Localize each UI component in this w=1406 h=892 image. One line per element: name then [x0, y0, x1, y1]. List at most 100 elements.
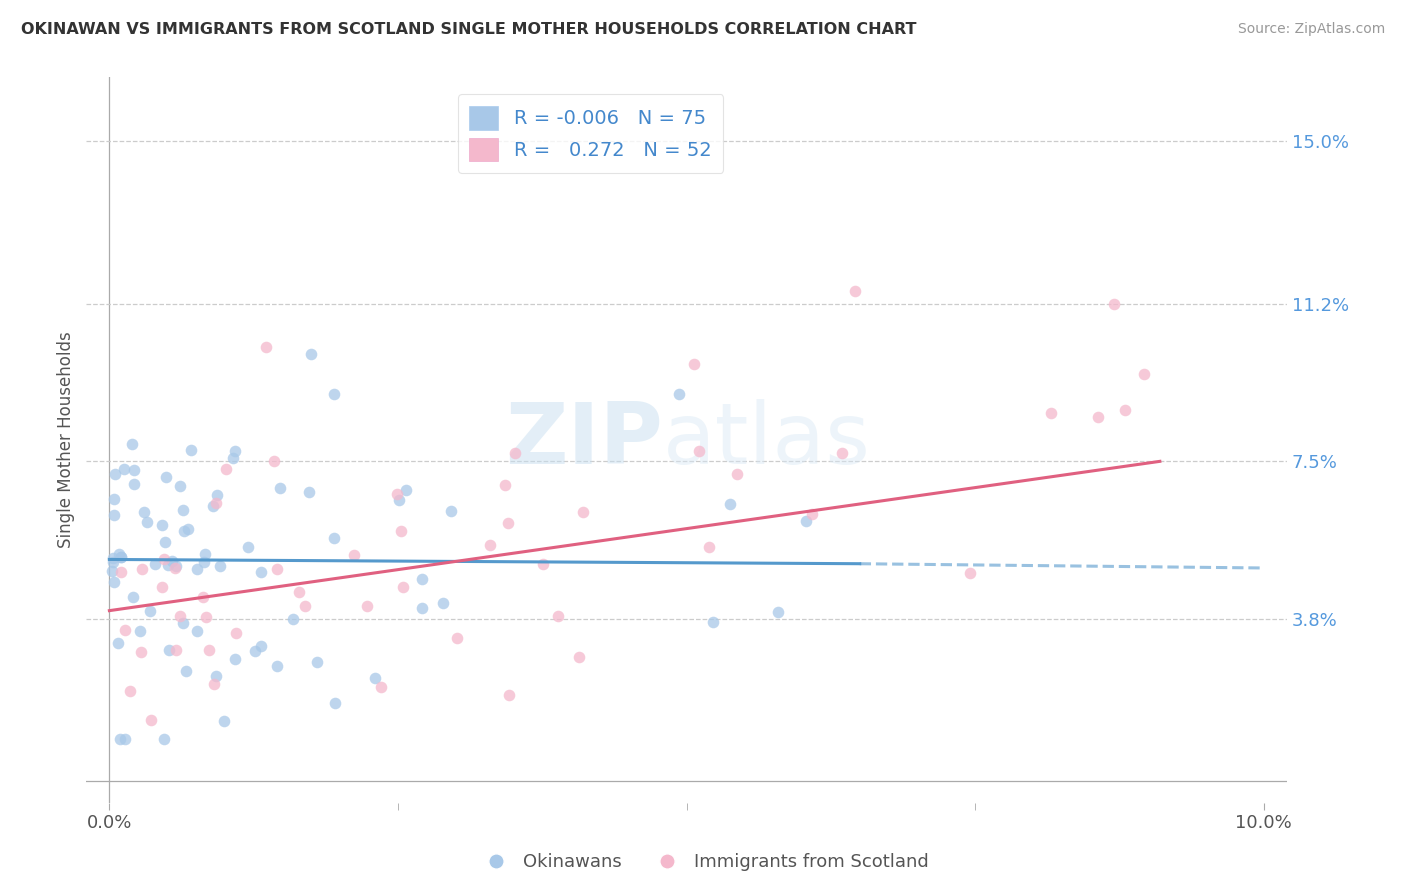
Point — [385, 487, 408, 501]
Point — [411, 572, 433, 586]
Point — [236, 541, 259, 555]
Point — [323, 531, 346, 545]
Point — [269, 481, 291, 495]
Point — [101, 555, 124, 569]
Point — [263, 454, 285, 468]
Point — [103, 508, 125, 522]
Point — [122, 463, 145, 477]
Point — [121, 437, 143, 451]
Point — [294, 599, 316, 613]
Point — [283, 612, 305, 626]
Point — [1087, 409, 1109, 424]
Point — [388, 492, 411, 507]
Point — [180, 443, 202, 458]
Point — [307, 655, 329, 669]
Point — [135, 516, 157, 530]
Point — [153, 534, 176, 549]
Point — [103, 575, 125, 590]
Point — [572, 506, 595, 520]
Point — [212, 714, 235, 728]
Point — [174, 665, 197, 679]
Point — [205, 488, 228, 502]
Point — [844, 284, 866, 298]
Point — [122, 476, 145, 491]
Point — [1114, 403, 1136, 417]
Point — [202, 676, 225, 690]
Point — [194, 547, 217, 561]
Point — [165, 643, 187, 657]
Point — [323, 696, 346, 710]
Point — [322, 387, 344, 401]
Point — [446, 631, 468, 645]
Point — [172, 503, 194, 517]
Point — [150, 517, 173, 532]
Point — [718, 497, 741, 511]
Point — [224, 443, 246, 458]
Point — [959, 566, 981, 580]
Point — [266, 658, 288, 673]
Point — [498, 688, 520, 702]
Point — [243, 643, 266, 657]
Point — [205, 669, 228, 683]
Text: Source: ZipAtlas.com: Source: ZipAtlas.com — [1237, 22, 1385, 37]
Point — [288, 585, 311, 599]
Point — [250, 640, 273, 654]
Point — [702, 615, 724, 629]
Point — [831, 446, 853, 460]
Text: atlas: atlas — [662, 399, 870, 482]
Point — [1102, 296, 1125, 310]
Point — [202, 499, 225, 513]
Point — [364, 671, 387, 685]
Point — [193, 555, 215, 569]
Point — [131, 562, 153, 576]
Point — [697, 540, 720, 554]
Point — [194, 609, 217, 624]
Point — [225, 626, 247, 640]
Point — [494, 478, 516, 492]
Point — [343, 548, 366, 562]
Point — [155, 470, 177, 484]
Point — [370, 680, 392, 694]
Point — [547, 608, 569, 623]
Y-axis label: Single Mother Households: Single Mother Households — [58, 332, 75, 549]
Point — [163, 560, 186, 574]
Point — [221, 450, 243, 465]
Point — [796, 515, 818, 529]
Point — [392, 581, 415, 595]
Point — [389, 524, 412, 538]
Point — [496, 516, 519, 530]
Point — [1133, 368, 1156, 382]
Point — [298, 484, 321, 499]
Point — [169, 479, 191, 493]
Point — [114, 731, 136, 746]
Point — [134, 505, 156, 519]
Point — [108, 547, 131, 561]
Point — [197, 642, 219, 657]
Point — [122, 591, 145, 605]
Point — [103, 492, 125, 507]
Point — [356, 599, 378, 613]
Point — [432, 596, 454, 610]
Point — [114, 624, 136, 638]
Point — [800, 507, 823, 521]
Point — [224, 652, 246, 666]
Point — [186, 624, 208, 639]
Point — [683, 358, 706, 372]
Legend: Okinawans, Immigrants from Scotland: Okinawans, Immigrants from Scotland — [471, 847, 935, 879]
Point — [153, 731, 176, 746]
Legend: R = -0.006   N = 75, R =   0.272   N = 52: R = -0.006 N = 75, R = 0.272 N = 52 — [457, 95, 724, 173]
Point — [531, 557, 554, 571]
Point — [1039, 406, 1062, 420]
Point — [254, 340, 277, 354]
Point — [157, 643, 180, 657]
Point — [118, 683, 141, 698]
Point — [104, 467, 127, 481]
Point — [440, 504, 463, 518]
Point — [299, 346, 322, 360]
Point — [150, 581, 173, 595]
Point — [139, 604, 162, 618]
Point — [250, 565, 273, 579]
Point — [129, 645, 152, 659]
Point — [193, 590, 215, 604]
Point — [107, 636, 129, 650]
